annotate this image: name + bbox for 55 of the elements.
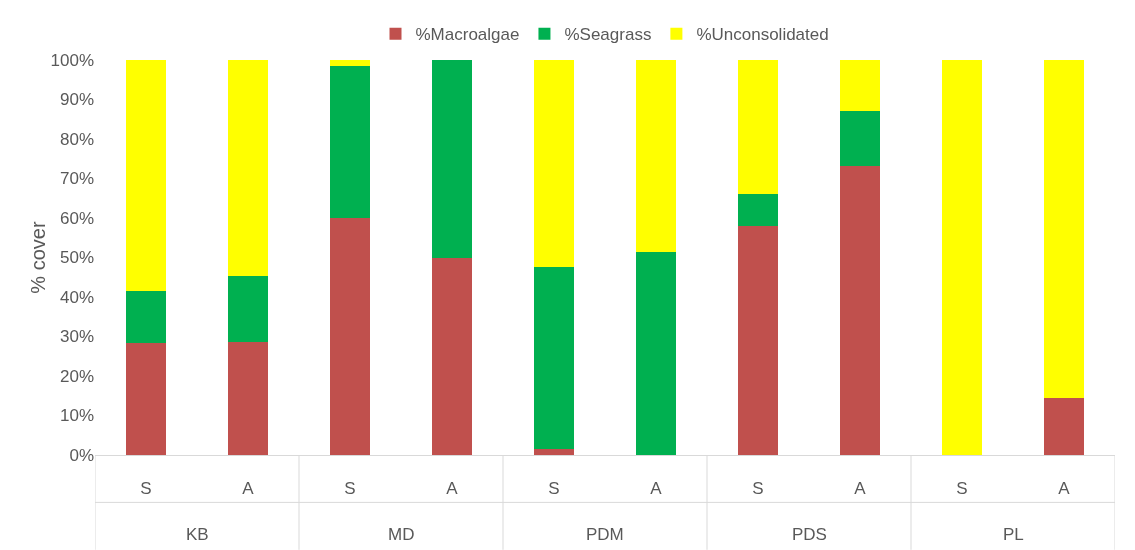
legend-label: %Unconsolidated bbox=[696, 25, 829, 45]
bar bbox=[737, 225, 779, 455]
text: PDM bbox=[586, 525, 624, 544]
bar bbox=[635, 251, 677, 455]
y-tick-label: 70% bbox=[59, 169, 94, 189]
x-tick-label: A bbox=[446, 479, 459, 499]
x-tick-label: S bbox=[752, 479, 764, 499]
bar bbox=[737, 193, 779, 226]
y-tick-label: 0% bbox=[69, 445, 94, 465]
bar bbox=[839, 60, 881, 111]
bar bbox=[329, 60, 371, 67]
y-tick-label: 40% bbox=[59, 287, 94, 307]
x-tick-label: A bbox=[242, 479, 255, 499]
bar bbox=[431, 60, 473, 258]
bar bbox=[941, 60, 983, 455]
bar bbox=[227, 341, 269, 455]
y-tick-label: 90% bbox=[59, 90, 94, 110]
bar bbox=[431, 257, 473, 455]
bar bbox=[533, 60, 575, 268]
bar bbox=[125, 342, 167, 455]
bar bbox=[329, 218, 371, 455]
legend-label: %Seagrass bbox=[564, 25, 652, 45]
bar bbox=[533, 448, 575, 455]
x-tick-label: A bbox=[854, 479, 867, 499]
y-tick-label: 60% bbox=[59, 208, 94, 228]
x-tick-label: S bbox=[140, 479, 152, 499]
text: KB bbox=[186, 525, 209, 544]
y-axis-title: % cover bbox=[27, 221, 49, 294]
text: PDS bbox=[792, 525, 827, 544]
bar bbox=[839, 166, 881, 455]
legend-label: %Macroalgae bbox=[415, 25, 520, 45]
x-tick-label: S bbox=[956, 479, 968, 499]
bar bbox=[839, 110, 881, 167]
y-tick-label: 20% bbox=[59, 366, 94, 386]
text: MD bbox=[388, 525, 415, 544]
x-tick-label: A bbox=[650, 479, 663, 499]
bar bbox=[125, 60, 167, 291]
y-tick-label: 50% bbox=[59, 248, 94, 268]
bar bbox=[533, 267, 575, 449]
bar bbox=[635, 60, 677, 252]
x-tick-label: A bbox=[1058, 479, 1071, 499]
x-tick-label: S bbox=[548, 479, 560, 499]
y-tick-label: 10% bbox=[59, 406, 94, 426]
text: PL bbox=[1003, 525, 1024, 544]
y-tick-label: 80% bbox=[59, 129, 94, 149]
bar bbox=[227, 60, 269, 277]
bar bbox=[1043, 60, 1085, 398]
x-tick-label: S bbox=[344, 479, 356, 499]
y-tick-label: 30% bbox=[59, 327, 94, 347]
bar bbox=[329, 66, 371, 218]
bar bbox=[125, 290, 167, 343]
y-tick-label: 100% bbox=[50, 50, 94, 70]
bar bbox=[227, 276, 269, 342]
bar bbox=[737, 60, 779, 194]
bar bbox=[1043, 397, 1085, 455]
